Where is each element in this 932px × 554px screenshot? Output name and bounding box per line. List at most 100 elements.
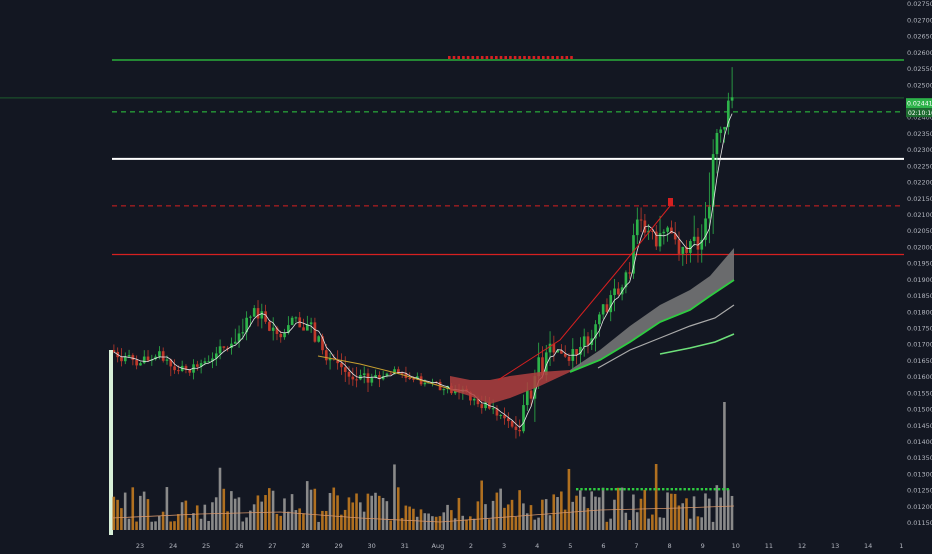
candle-body xyxy=(552,343,556,353)
volume-bar xyxy=(601,487,605,530)
candle-body xyxy=(442,389,446,391)
volume-bar xyxy=(518,490,521,530)
candle-body xyxy=(662,231,666,234)
volume-level-marker xyxy=(670,488,673,491)
candle-body xyxy=(165,359,169,361)
volume-bar xyxy=(351,502,355,530)
volume-bar xyxy=(317,521,320,530)
candle-body xyxy=(499,414,503,416)
candle-body xyxy=(196,364,199,367)
volume-bar xyxy=(522,503,525,530)
volume-bar xyxy=(396,487,400,530)
candle-body xyxy=(560,350,563,354)
candle-body xyxy=(704,218,707,240)
volume-level-marker xyxy=(705,488,708,491)
volume-level-marker xyxy=(726,488,729,491)
candle-body xyxy=(628,272,632,274)
volume-level-marker xyxy=(584,488,587,491)
volume-level-marker xyxy=(666,488,669,491)
volume-bar xyxy=(233,498,237,530)
candle-body xyxy=(639,219,643,221)
volume-bar xyxy=(639,498,643,530)
volume-bar xyxy=(609,518,612,530)
volume-bar xyxy=(438,516,442,530)
volume-bar xyxy=(302,513,305,530)
volume-bar xyxy=(400,517,404,530)
volume-bar xyxy=(643,489,647,530)
volume-bar xyxy=(651,514,654,530)
candle-body xyxy=(700,239,704,250)
candle-body xyxy=(218,346,222,354)
volume-bar xyxy=(431,516,434,530)
candle-body xyxy=(529,390,533,399)
volume-bar xyxy=(711,521,715,530)
volume-bar xyxy=(241,521,245,530)
resistance-marker xyxy=(560,56,564,59)
volume-level-marker xyxy=(627,488,630,491)
candle-body xyxy=(362,373,366,376)
volume-bar xyxy=(730,495,734,530)
candle-body xyxy=(294,317,298,319)
candle-body xyxy=(309,322,313,325)
volume-bar xyxy=(685,498,688,530)
x-tick-label: 8 xyxy=(668,542,672,550)
candle-body xyxy=(469,392,472,401)
volume-bar xyxy=(207,520,210,530)
volume-bar xyxy=(613,499,616,530)
candle-body xyxy=(283,332,286,338)
resistance-marker xyxy=(499,56,503,59)
volume-bar xyxy=(237,497,241,530)
volume-bar xyxy=(654,464,658,530)
volume-level-marker xyxy=(614,488,618,491)
candle-body xyxy=(226,347,230,349)
candle-body xyxy=(658,233,662,247)
x-tick-label: 29 xyxy=(334,542,342,550)
volume-bar xyxy=(696,516,700,530)
candle-body xyxy=(556,350,559,353)
volume-level-marker xyxy=(606,488,609,491)
volume-bar xyxy=(150,521,154,530)
resistance-marker xyxy=(452,56,456,59)
volume-bar xyxy=(666,492,669,530)
candle-body xyxy=(305,324,309,331)
candle-body xyxy=(158,351,161,357)
candle-body xyxy=(666,227,669,232)
volume-level-marker xyxy=(619,488,622,491)
candle-body xyxy=(522,405,525,432)
volume-bar xyxy=(465,519,468,530)
volume-bar xyxy=(294,510,298,530)
candle-body xyxy=(586,336,590,345)
candle-body xyxy=(249,316,252,318)
volume-bar xyxy=(305,481,309,530)
volume-bar xyxy=(260,501,264,530)
x-tick-label: 13 xyxy=(831,542,839,550)
candle-body xyxy=(389,373,393,375)
resistance-marker xyxy=(537,56,540,59)
volume-level-marker xyxy=(662,488,665,491)
volume-bar xyxy=(491,500,495,530)
volume-bar xyxy=(127,518,131,530)
volume-bar xyxy=(381,497,385,530)
candle-body xyxy=(374,375,377,378)
volume-bar xyxy=(537,517,540,530)
x-tick-label: 30 xyxy=(368,542,376,550)
candle-body xyxy=(431,381,434,383)
last-price-label: 0.024418 xyxy=(907,101,932,108)
resistance-marker xyxy=(551,56,554,59)
volume-bar xyxy=(450,510,453,530)
candle-body xyxy=(188,369,192,373)
volume-bar xyxy=(161,511,165,530)
volume-bar xyxy=(135,521,138,530)
volume-level-marker xyxy=(640,488,643,491)
volume-bar xyxy=(677,505,681,530)
candle-body xyxy=(579,346,582,355)
x-tick-label: 31 xyxy=(401,542,409,550)
